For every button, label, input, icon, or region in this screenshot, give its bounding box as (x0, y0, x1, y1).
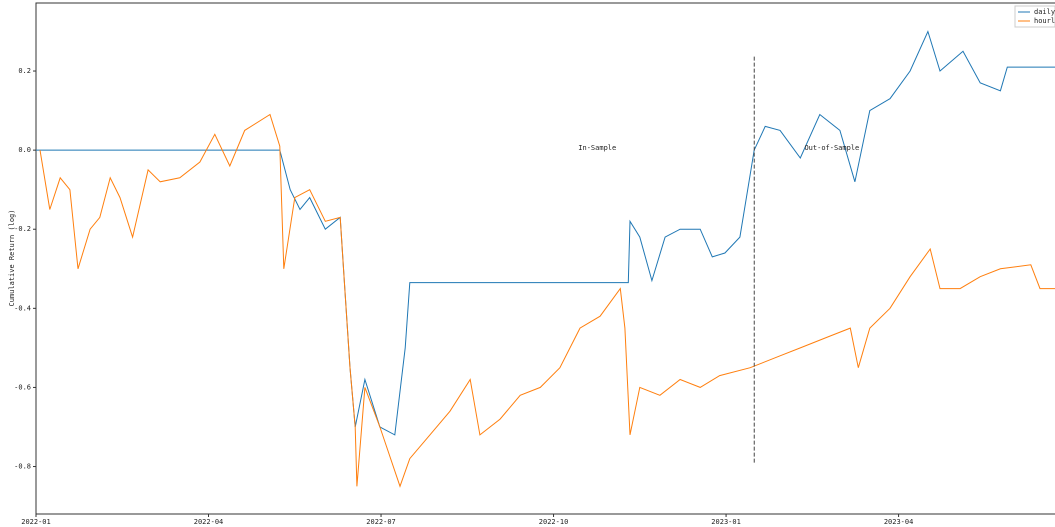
x-tick-label: 2022-01 (21, 518, 51, 526)
legend-box (1014, 5, 1055, 28)
x-tick-label: 2022-04 (194, 518, 224, 526)
y-tick-label: -0.2 (14, 225, 31, 233)
y-tick-label: 0.0 (18, 146, 31, 154)
y-tick-label: -0.8 (14, 463, 31, 471)
legend-label: hourly (1034, 17, 1055, 25)
annotation: In-Sample (578, 144, 616, 152)
x-tick-label: 2022-07 (366, 518, 396, 526)
axes-frame (35, 2, 1055, 515)
y-tick-label: -0.4 (14, 304, 31, 312)
annotation: Out-of-Sample (804, 144, 859, 152)
series-line (39, 113, 1055, 488)
x-tick-label: 2023-01 (711, 518, 741, 526)
x-tick-label: 2022-10 (539, 518, 569, 526)
y-tick-label: 0.2 (18, 67, 31, 75)
legend-label: daily (1034, 8, 1055, 16)
y-axis-label: Cumulative Return (log) (8, 210, 16, 307)
x-tick-label: 2023-04 (884, 518, 914, 526)
series-line (36, 30, 1055, 436)
y-tick-label: -0.6 (14, 383, 31, 391)
